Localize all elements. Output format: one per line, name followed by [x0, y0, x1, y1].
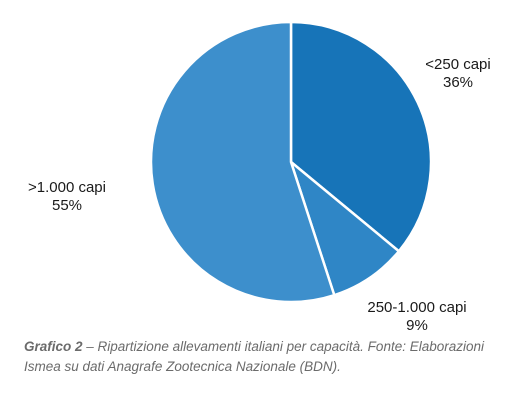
slice-label-medium-farms: 250-1.000 capi [367, 299, 466, 316]
pie-slice-large-farms [149, 20, 336, 304]
caption-separator: – [82, 339, 98, 354]
chart-caption: Grafico 2 – Ripartizione allevamenti ita… [24, 337, 494, 377]
caption-text: Ripartizione allevamenti italiani per ca… [24, 339, 485, 374]
pie-slice-medium-farms [289, 160, 401, 297]
pie-slice-small-farms [289, 20, 433, 253]
caption-number: Grafico 2 [24, 339, 83, 354]
slice-value-small-farms: 36% [443, 74, 473, 91]
slice-value-medium-farms: 9% [406, 317, 428, 330]
slice-label-large-farms: >1.000 capi [28, 179, 106, 196]
slice-label-small-farms: <250 capi [425, 56, 490, 73]
pie-chart: <250 capi 36% 250-1.000 capi 9% >1.000 c… [28, 20, 491, 330]
slice-value-large-farms: 55% [52, 197, 82, 214]
pie-slices [149, 20, 433, 304]
